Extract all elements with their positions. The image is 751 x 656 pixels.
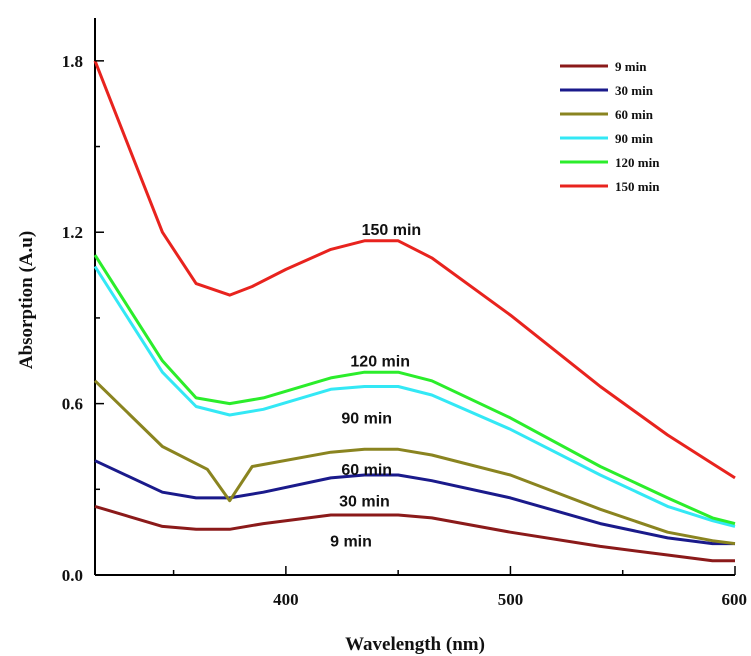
y-tick-label: 1.8 <box>62 52 83 71</box>
y-axis-title: Absorption (A.u) <box>16 231 37 369</box>
x-axis-title: Wavelength (nm) <box>345 634 485 655</box>
legend-label: 30 min <box>615 83 654 98</box>
legend-label: 150 min <box>615 179 660 194</box>
legend-label: 60 min <box>615 107 654 122</box>
x-tick-label: 400 <box>273 590 299 609</box>
series-line-120-min <box>93 254 736 526</box>
plot-area <box>94 18 735 576</box>
series-line-30-min <box>94 459 735 546</box>
series-line-60-min <box>93 379 736 546</box>
x-tick-label: 500 <box>498 590 524 609</box>
x-tick-label: 600 <box>722 590 748 609</box>
series-line-150-min <box>93 60 736 480</box>
y-tick-label: 0.6 <box>62 395 83 414</box>
curve-annotation: 120 min <box>350 353 410 370</box>
series-line-9-min <box>94 504 735 563</box>
x-axis-ticks: 400 500 600 <box>172 566 748 609</box>
legend-label: 9 min <box>615 59 647 74</box>
series-line-90-min <box>93 265 736 528</box>
legend-label: 90 min <box>615 131 654 146</box>
curve-annotation: 150 min <box>362 222 422 239</box>
y-tick-label: 1.2 <box>62 223 83 242</box>
y-axis-ticks: 0.0 0.6 1.2 1.8 <box>62 52 104 585</box>
curve-annotation: 9 min <box>330 533 372 550</box>
y-tick-label: 0.0 <box>62 566 83 585</box>
curve-annotations: 150 min 120 min 90 min 60 min 30 min 9 min <box>330 222 421 550</box>
curve-annotation: 60 min <box>341 462 392 479</box>
curve-annotation: 90 min <box>341 411 392 428</box>
legend: 9 min 30 min 60 min 90 min 120 min 150 min <box>560 59 660 194</box>
legend-label: 120 min <box>615 155 660 170</box>
curve-annotation: 30 min <box>339 493 390 510</box>
series-lines <box>93 60 736 563</box>
